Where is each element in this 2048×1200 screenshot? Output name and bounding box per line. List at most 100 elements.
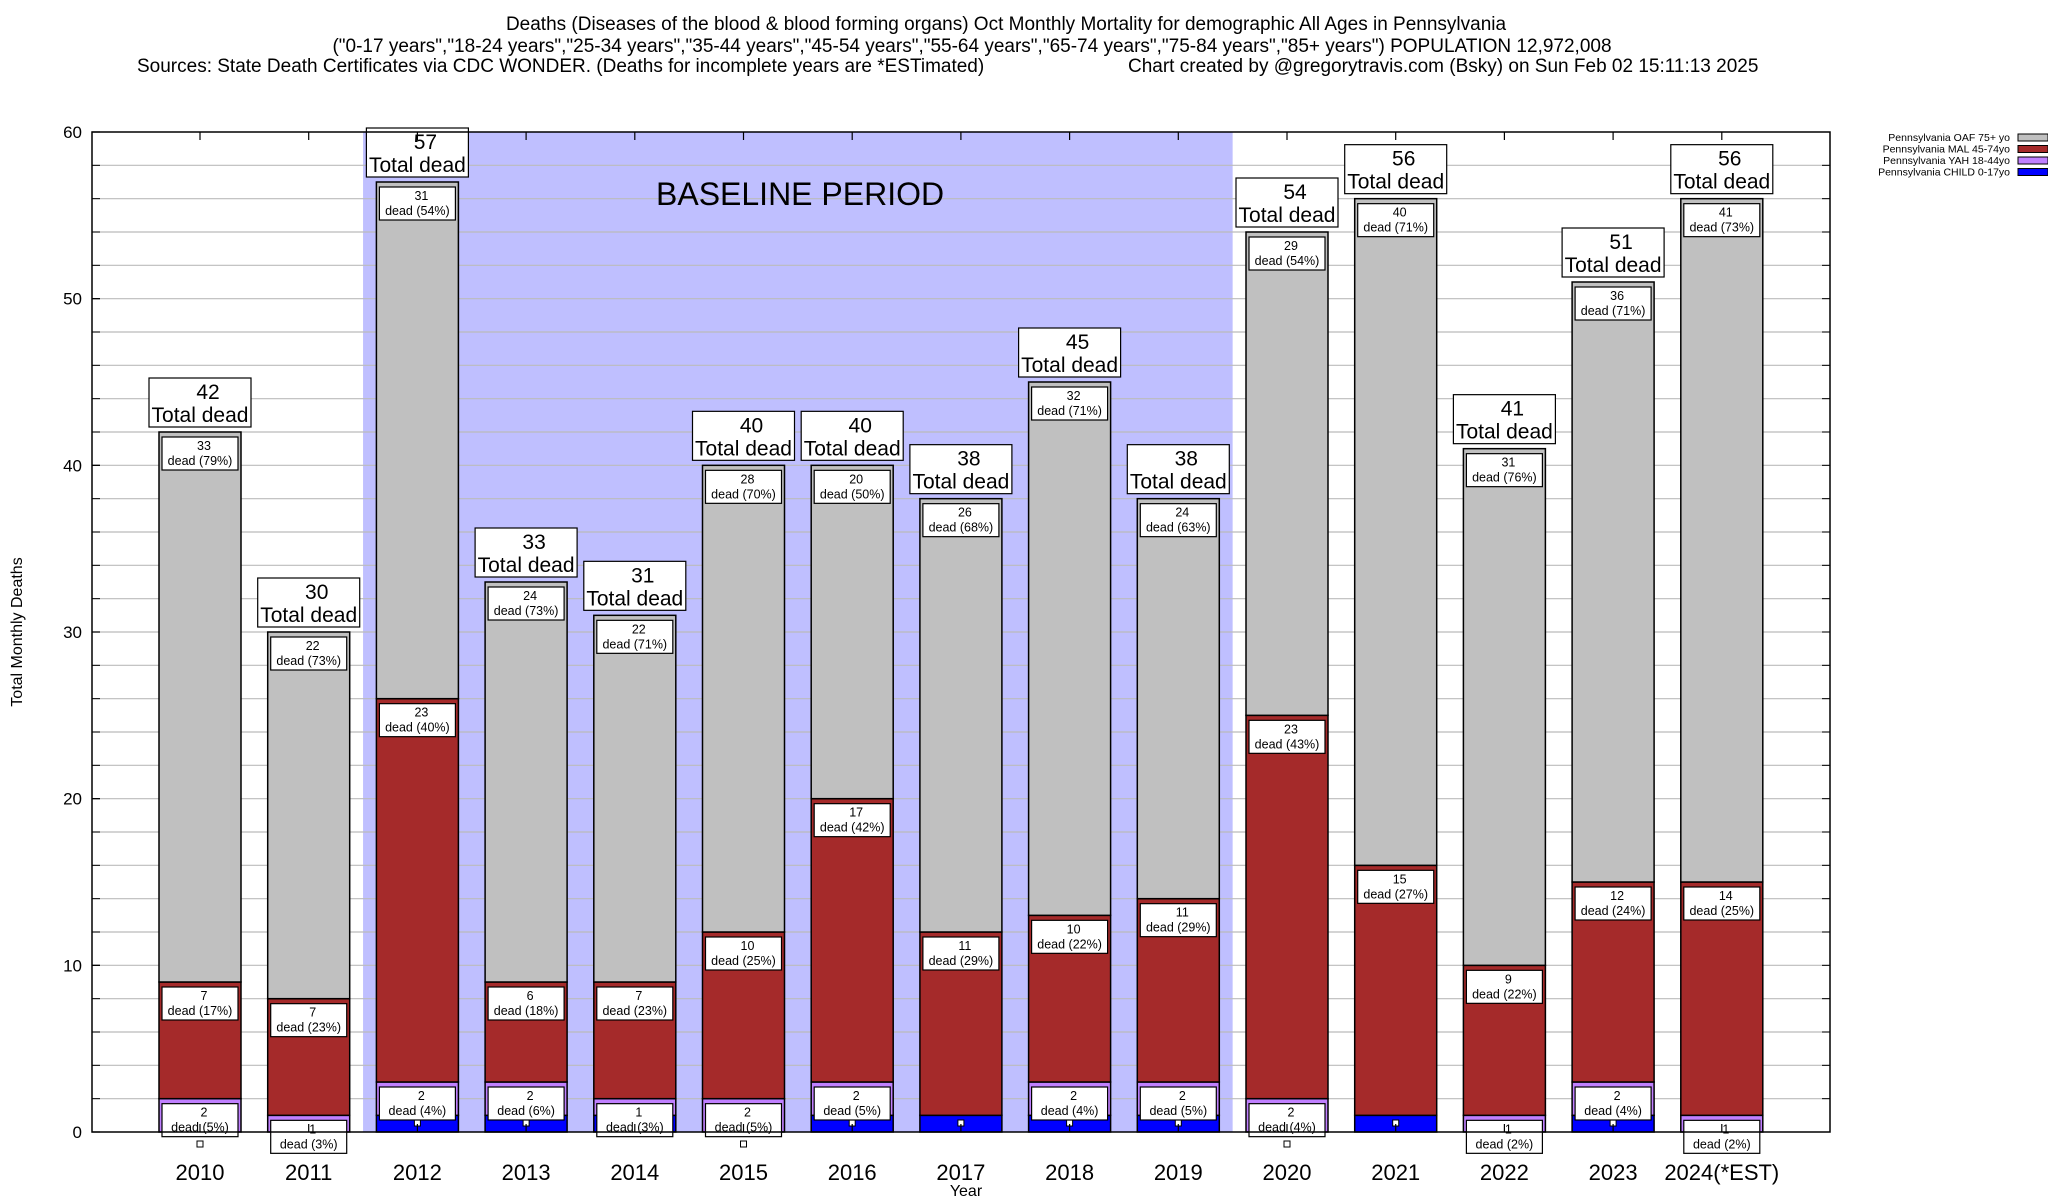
segment-label-box xyxy=(922,503,1000,538)
x-tick-label: 2012 xyxy=(393,1160,442,1185)
legend-label: Pennsylvania CHILD 0-17yo xyxy=(1878,167,2010,179)
segment-label-box xyxy=(1248,236,1326,271)
segment-label-word: dead xyxy=(606,1121,634,1135)
segment-label-pct: dead (29%) xyxy=(929,954,994,968)
segment-label-pct: dead (40%) xyxy=(385,721,450,735)
segment-label-word: dead xyxy=(1255,254,1283,268)
segment-label-word: dead xyxy=(602,1004,630,1018)
segment-label-percent: (71%) xyxy=(1391,221,1428,235)
segment-label-value: 2 xyxy=(527,1089,534,1103)
bar-segment xyxy=(484,581,568,983)
segment-label-word: dead xyxy=(711,487,739,501)
legend-swatch xyxy=(2017,145,2048,153)
x-tick-label: 2017 xyxy=(936,1160,985,1185)
total-label-box xyxy=(148,377,252,428)
x-tick-label: 2016 xyxy=(828,1160,877,1185)
segment-label-pct: dead (73%) xyxy=(1689,221,1754,235)
x-tick-label: 2024(*EST) xyxy=(1664,1160,1779,1185)
segment-label-box xyxy=(1357,869,1435,904)
segment-label-word: dead xyxy=(1472,471,1500,485)
total-label-suffix: Total dead xyxy=(260,604,357,627)
segment-label-box xyxy=(704,469,783,504)
total-label-value: 33 xyxy=(522,531,545,554)
segment-label-value: 10 xyxy=(1067,922,1081,936)
segment-label-percent: (42%) xyxy=(848,821,885,835)
segment-label-value: 11 xyxy=(1176,906,1189,920)
total-label-value: 54 xyxy=(1283,181,1307,204)
baseline-period-annotation: BASELINE PERIOD xyxy=(656,176,944,212)
chart-sources: Sources: State Death Certificates via CD… xyxy=(137,56,984,77)
total-label-suffix: Total dead xyxy=(1130,471,1227,494)
segment-label-percent: (23%) xyxy=(630,1004,667,1018)
segment-label-pct: dead (63%) xyxy=(1146,521,1211,535)
total-label-value: 38 xyxy=(957,448,980,471)
total-label-value: 51 xyxy=(1609,231,1632,254)
bar-segment xyxy=(1245,714,1329,1100)
segment-label-percent: (4%) xyxy=(1612,1104,1642,1118)
total-label-box xyxy=(474,527,578,578)
legend-swatch xyxy=(2017,133,2048,142)
segment-label-value: 36 xyxy=(1610,289,1624,303)
segment-label-value: 2 xyxy=(853,1089,860,1103)
segment-label-box xyxy=(161,436,239,471)
bar-segment xyxy=(1136,497,1221,900)
segment-label-value: 11 xyxy=(958,939,971,953)
segment-label-percent: (24%) xyxy=(1609,904,1646,918)
segment-label-value: 26 xyxy=(958,506,972,520)
segment-label-value: 14 xyxy=(1719,889,1733,903)
segment-label-word: dead xyxy=(715,1121,743,1135)
segment-label-percent: (70%) xyxy=(739,487,776,501)
segment-label-box xyxy=(487,586,565,621)
segment-label-percent: (22%) xyxy=(1065,937,1102,951)
segment-label-percent: (29%) xyxy=(1174,921,1211,935)
bar-segment xyxy=(1462,447,1547,967)
legend-label: Pennsylvania YAH 18-44yo xyxy=(1883,155,2010,167)
segment-label-word: dead xyxy=(1037,404,1065,418)
segment-label-percent: (73%) xyxy=(304,654,341,668)
segment-label-value: 2 xyxy=(418,1089,425,1103)
bar-segment xyxy=(1353,197,1438,867)
segment-label-pct: dead (76%) xyxy=(1472,471,1537,485)
total-label-suffix: Total dead xyxy=(1021,354,1118,377)
bar-segment xyxy=(266,631,351,1000)
legend-label: Pennsylvania OAF 75+ yo xyxy=(1888,132,2010,144)
segment-label-word: dead xyxy=(385,721,413,735)
segment-label-value: 2 xyxy=(1179,1089,1186,1103)
total-label-box xyxy=(1017,327,1122,378)
segment-label-percent: (73%) xyxy=(522,604,559,618)
segment-label-pct: dead (71%) xyxy=(1037,404,1102,418)
segment-label-word: dead xyxy=(171,1121,199,1135)
segment-label-pct: dead (5%) xyxy=(715,1121,773,1135)
segment-label-word: dead xyxy=(929,954,957,968)
segment-label-word: dead xyxy=(276,654,304,668)
segment-label-word: dead xyxy=(1689,221,1717,235)
bar-segment xyxy=(375,181,460,700)
segment-label-value: 1 xyxy=(1505,1122,1512,1136)
segment-label-percent: (71%) xyxy=(1609,304,1646,318)
segment-label-box xyxy=(1574,286,1652,321)
segment-label-value: 6 xyxy=(527,989,534,1003)
bar-segment xyxy=(919,497,1003,933)
total-label-value: 38 xyxy=(1175,448,1198,471)
segment-label-box xyxy=(487,986,565,1021)
segment-label-pct: dead (50%) xyxy=(820,487,885,501)
x-axis-label: Year xyxy=(950,1183,983,1200)
segment-label-pct: dead (29%) xyxy=(1146,921,1211,935)
x-tick-label: 2021 xyxy=(1371,1160,1420,1185)
x-tick-label: 2014 xyxy=(610,1160,659,1185)
segment-label-value: 7 xyxy=(635,989,642,1003)
segment-label-box xyxy=(1139,1086,1217,1121)
segment-label-value: 22 xyxy=(632,622,646,636)
segment-label-box xyxy=(1139,503,1217,538)
segment-label-percent: (4%) xyxy=(1286,1121,1316,1135)
segment-label-box xyxy=(1030,1086,1109,1121)
segment-label-pct: dead (17%) xyxy=(168,1004,233,1018)
segment-label-box xyxy=(270,1003,348,1038)
total-label-box xyxy=(691,410,796,461)
